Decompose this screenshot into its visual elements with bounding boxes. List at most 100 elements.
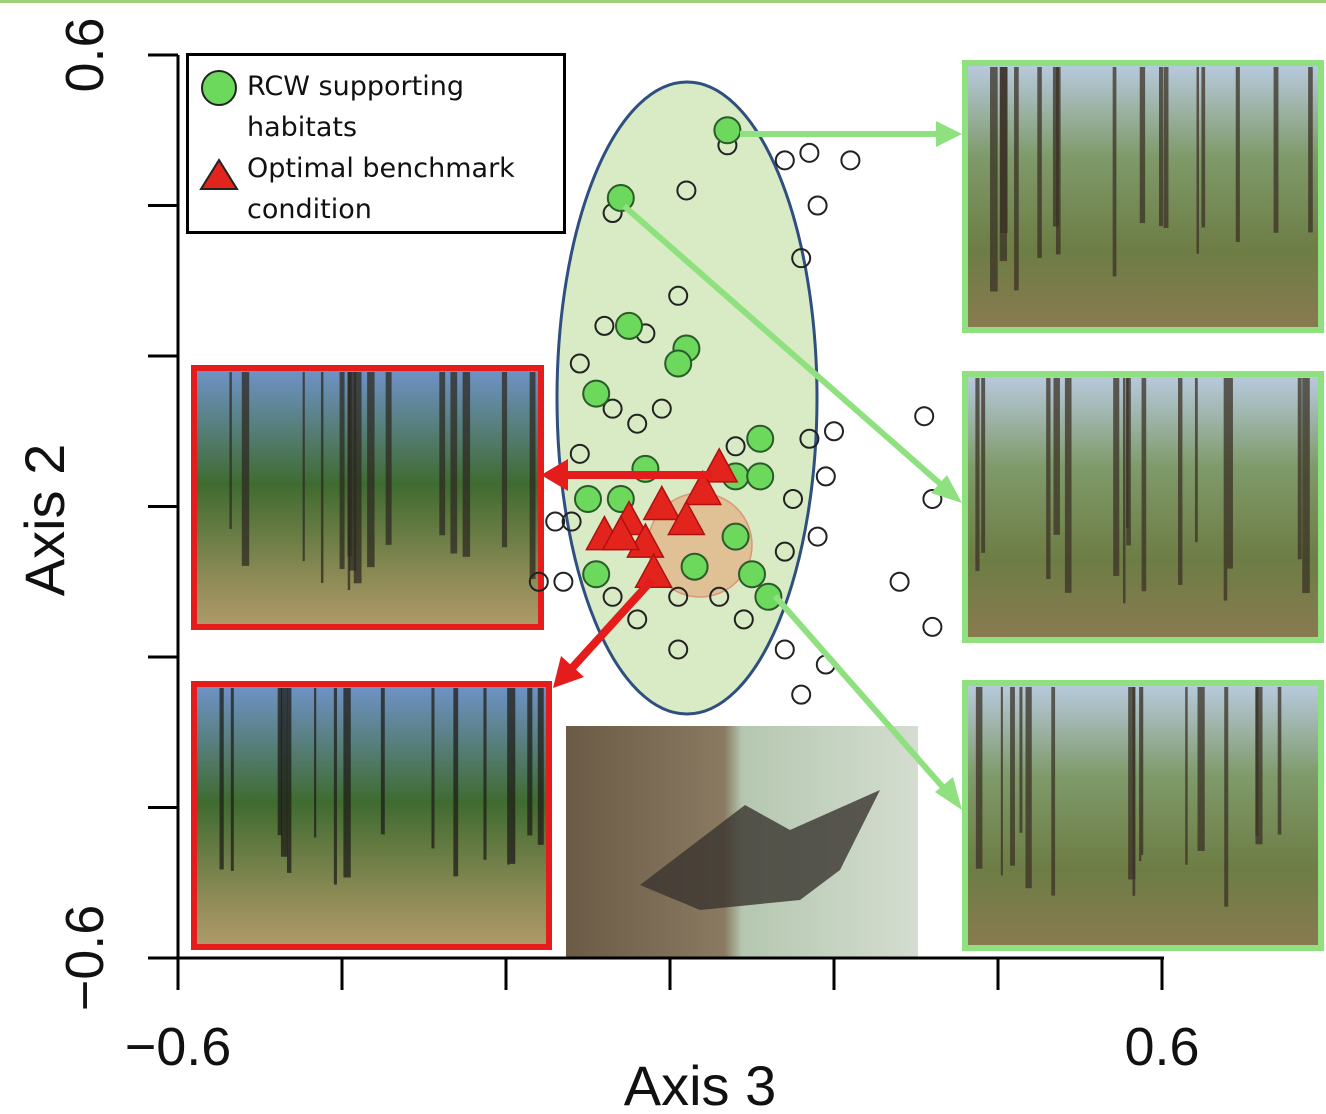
- habitat-point: [754, 582, 783, 611]
- tree-trunk: [1140, 687, 1144, 855]
- tree-trunk: [1053, 378, 1060, 535]
- tree-trunk: [241, 372, 250, 566]
- arrow-head: [935, 777, 962, 810]
- tree-trunk: [981, 378, 986, 553]
- legend-markers: [199, 70, 239, 190]
- tree-trunk: [453, 688, 459, 877]
- arrow: [569, 577, 655, 671]
- site-point: [733, 609, 754, 630]
- arrow: [622, 203, 947, 491]
- x-axis-label: Axis 3: [624, 1054, 777, 1114]
- tree-trunk: [1224, 687, 1229, 907]
- tree-trunk: [483, 688, 487, 860]
- habitat-point: [606, 183, 635, 212]
- tree-trunk: [1025, 687, 1032, 889]
- site-point: [668, 639, 689, 660]
- marks: [528, 116, 943, 705]
- tree-trunk: [348, 372, 357, 571]
- tree-trunk: [1308, 67, 1313, 233]
- arrow-head: [541, 459, 568, 491]
- site-point: [774, 150, 795, 171]
- site-point: [528, 571, 549, 592]
- tree-trunk: [1302, 378, 1310, 593]
- tree-trunk: [431, 688, 435, 849]
- tree-trunk: [1141, 378, 1147, 592]
- tree-trunk: [1185, 687, 1188, 865]
- tree-trunk: [462, 372, 471, 557]
- tree-trunk: [277, 688, 283, 836]
- photos: [191, 60, 1324, 958]
- tree-trunk: [1196, 67, 1199, 254]
- y-axis-label: Axis 2: [13, 444, 76, 597]
- triangle-point: [634, 552, 673, 588]
- site-point: [807, 195, 828, 216]
- site-point: [840, 150, 861, 171]
- tree-trunk: [439, 372, 446, 536]
- tree-trunk: [1132, 687, 1136, 896]
- tree-trunk: [1194, 378, 1198, 543]
- tree-trunk: [529, 372, 536, 579]
- tree-trunk: [1277, 687, 1282, 835]
- tree-trunk: [385, 372, 392, 545]
- tree-trunk: [501, 372, 508, 548]
- triangle-point: [667, 499, 706, 536]
- habitat-point: [680, 552, 709, 581]
- site-point: [783, 488, 803, 509]
- y-tick-label: 0.6: [55, 17, 115, 92]
- tree-trunk: [450, 372, 458, 554]
- tree-trunk: [1010, 687, 1015, 866]
- tree-trunk: [507, 688, 510, 865]
- tree-trunk: [1139, 687, 1142, 862]
- tree-trunk: [1297, 378, 1302, 560]
- site-point: [799, 428, 820, 449]
- tree-trunk: [1037, 67, 1042, 258]
- tree-trunk: [1139, 67, 1146, 224]
- site-point: [774, 639, 795, 660]
- habitat-point: [738, 560, 766, 589]
- arrow-head: [553, 656, 584, 688]
- site-point: [545, 511, 566, 532]
- tree-trunk: [1128, 687, 1136, 880]
- arrow-head: [931, 475, 962, 503]
- tree-trunk: [537, 688, 544, 845]
- habitat-point: [582, 560, 611, 589]
- legend-label: RCW supporting habitats: [247, 71, 464, 143]
- site-point: [791, 684, 812, 705]
- legend: RCW supporting habitats Optimal benchmar…: [186, 53, 566, 234]
- tree-trunk: [320, 372, 324, 583]
- triangle-point: [642, 484, 682, 521]
- tree-trunk: [1273, 67, 1279, 233]
- tree-trunk: [339, 372, 345, 570]
- bird: [640, 790, 880, 910]
- site-point: [569, 353, 590, 374]
- x-tick-label: −0.6: [125, 1017, 232, 1077]
- site-point: [889, 571, 910, 592]
- tree-trunk: [1197, 687, 1205, 852]
- site-point: [922, 488, 943, 509]
- site-point: [725, 436, 746, 457]
- site-point: [602, 586, 623, 607]
- top-border: [0, 0, 1326, 3]
- tree-trunk: [1046, 378, 1051, 580]
- tree-trunk: [1223, 378, 1228, 601]
- triangle-point: [601, 515, 641, 551]
- legend-marker: [199, 158, 239, 190]
- tree-trunk: [1052, 67, 1059, 227]
- habitat-point: [713, 116, 742, 145]
- tree-trunk: [1064, 378, 1072, 593]
- tree-trunk: [229, 372, 232, 529]
- site-point: [668, 285, 689, 306]
- site-point: [627, 413, 648, 434]
- site-point: [799, 142, 820, 163]
- tree-trunk: [367, 372, 375, 568]
- arrows: [541, 121, 962, 810]
- photo-red: [191, 681, 552, 950]
- tree-trunk: [1112, 67, 1117, 277]
- site-point: [553, 571, 574, 592]
- triangle-point: [683, 469, 723, 506]
- tree-trunk: [1122, 378, 1126, 604]
- site-point: [791, 248, 812, 269]
- tree-trunk: [343, 688, 351, 878]
